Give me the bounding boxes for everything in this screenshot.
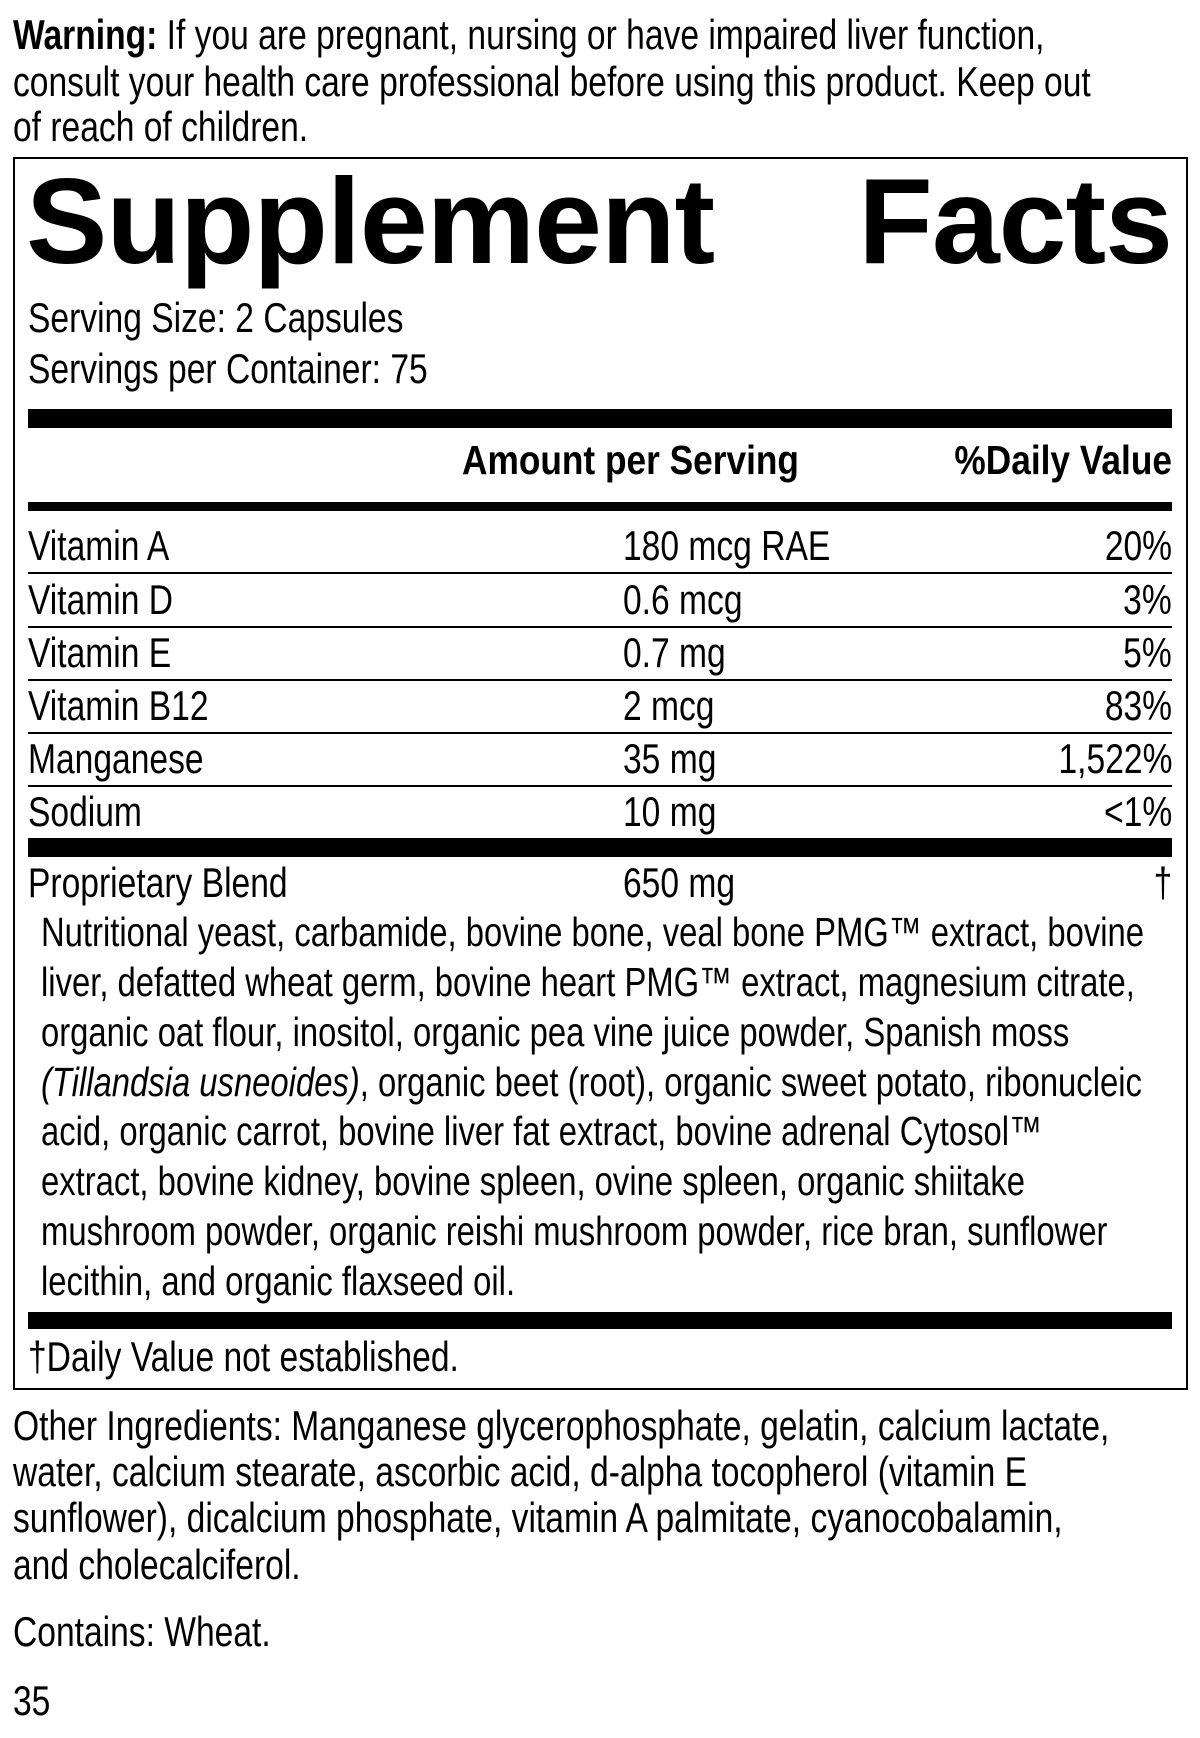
nutrient-name: Vitamin B12: [28, 682, 209, 729]
blend-ingredients-line: organic oat flour, inositol, organic pea…: [41, 1009, 1070, 1055]
nutrient-name: Manganese: [28, 735, 204, 782]
blend-ingredients-line: liver, defatted wheat germ, bovine heart…: [41, 959, 1135, 1005]
nutrient-name: Vitamin D: [28, 576, 174, 623]
nutrient-daily-value: 1,522%: [1058, 735, 1172, 782]
thick-divider: [28, 1312, 1172, 1329]
serving-size: Serving Size: 2 Capsules: [28, 294, 404, 341]
servings-per-container: Servings per Container: 75: [28, 345, 428, 392]
blend-ingredients-line: mushroom powder, organic reishi mushroom…: [41, 1208, 1108, 1254]
nutrient-daily-value: 3%: [1123, 576, 1172, 623]
facts-title-left: Supplement: [26, 153, 715, 289]
blend-ingredients-line: extract, bovine kidney, bovine spleen, o…: [41, 1158, 1025, 1204]
blend-name: Proprietary Blend: [28, 859, 288, 906]
blend-dv: †: [1153, 859, 1172, 906]
row-divider: [28, 732, 1172, 734]
footnote: †Daily Value not established.: [28, 1333, 459, 1380]
row-divider: [28, 679, 1172, 681]
row-divider: [28, 785, 1172, 787]
nutrient-name: Sodium: [28, 788, 142, 835]
thick-divider: [28, 838, 1172, 857]
nutrient-amount: 35 mg: [623, 735, 717, 782]
other-ingredients-line: sunflower), dicalcium phosphate, vitamin…: [13, 1494, 1063, 1541]
other-ingredients-line: Other Ingredients: Manganese glycerophos…: [13, 1402, 1110, 1449]
nutrient-amount: 0.6 mcg: [623, 576, 743, 623]
header-daily-value: %Daily Value: [954, 437, 1172, 483]
nutrient-daily-value: 83%: [1104, 682, 1172, 729]
warning-line: consult your health care professional be…: [13, 58, 1091, 105]
blend-amount: 650 mg: [623, 859, 736, 906]
other-ingredients-line: water, calcium stearate, ascorbic acid, …: [13, 1448, 1028, 1495]
row-divider: [28, 626, 1172, 628]
supplement-facts-panel: [13, 157, 1188, 1390]
medium-divider: [28, 502, 1172, 511]
nutrient-amount: 0.7 mg: [623, 629, 726, 676]
nutrient-amount: 180 mcg RAE: [623, 522, 831, 569]
nutrient-daily-value: <1%: [1103, 788, 1172, 835]
other-ingredients-line: and cholecalciferol.: [13, 1541, 301, 1588]
blend-ingredients-line: acid, organic carrot, bovine liver fat e…: [41, 1108, 1042, 1154]
warning-line: Warning: If you are pregnant, nursing or…: [13, 11, 1045, 58]
nutrient-name: Vitamin E: [28, 629, 172, 676]
nutrient-daily-value: 5%: [1123, 629, 1172, 676]
blend-ingredients-line: lecithin, and organic flaxseed oil.: [41, 1258, 516, 1304]
nutrient-name: Vitamin A: [28, 522, 170, 569]
facts-title-right: Facts: [858, 153, 1173, 289]
row-divider: [28, 572, 1172, 574]
page-number: 35: [13, 1677, 51, 1724]
nutrient-amount: 10 mg: [623, 788, 717, 835]
blend-ingredients-line: (Tillandsia usneoides), organic beet (ro…: [41, 1059, 1142, 1105]
header-amount: Amount per Serving: [462, 437, 799, 483]
thick-divider: [28, 409, 1172, 428]
warning-line: of reach of children.: [13, 103, 309, 150]
nutrient-amount: 2 mcg: [623, 682, 715, 729]
warning-label: Warning:: [13, 11, 158, 58]
contains-allergen: Contains: Wheat.: [13, 1608, 271, 1655]
nutrient-daily-value: 20%: [1104, 522, 1172, 569]
botanical-name: (Tillandsia usneoides): [41, 1059, 360, 1105]
blend-ingredients-line: Nutritional yeast, carbamide, bovine bon…: [41, 909, 1145, 955]
